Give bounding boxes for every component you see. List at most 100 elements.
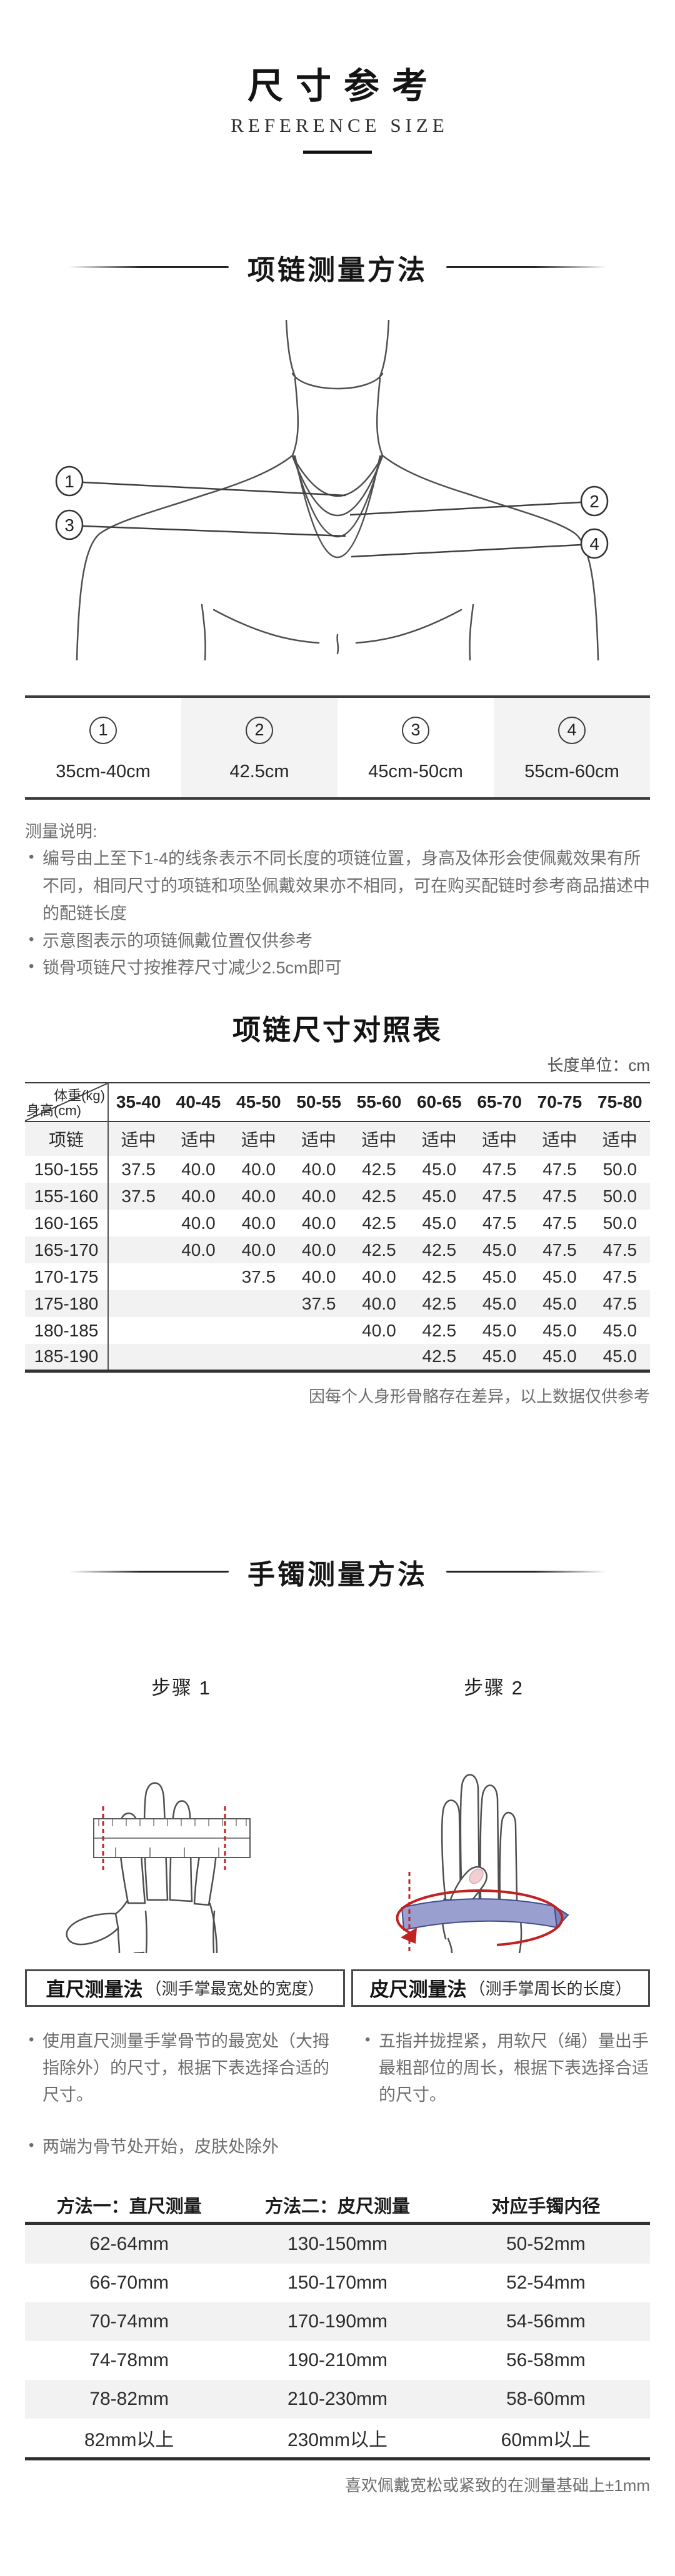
chart-weight-col: 60-65 <box>416 1092 462 1112</box>
chart-value-cell: 40.0 <box>241 1186 276 1206</box>
note-item: 使用直尺测量手掌骨节的最宽处（大拇指除外）的尺寸，根据下表选择合适的尺寸。 <box>25 2028 331 2109</box>
chart-weight-col: 45-50 <box>236 1092 281 1112</box>
chart-fit-cell: 适中 <box>301 1130 337 1150</box>
chart-value-cell: 45.0 <box>482 1320 517 1340</box>
svg-text:2: 2 <box>589 492 599 511</box>
chart-value-cell: 47.5 <box>542 1213 577 1233</box>
chart-weight-col: 75-80 <box>598 1092 642 1112</box>
bracelet-cell: 170-190mm <box>287 2311 388 2332</box>
note-item: 五指并拢捏紧，用软尺（绳）量出手最粗部位的周长，根据下表选择合适的尺寸。 <box>361 2028 650 2109</box>
bracelet-cell: 82mm以上 <box>84 2430 174 2451</box>
chart-height-cell: 160-165 <box>25 1210 109 1237</box>
chart-weight-col: 40-45 <box>176 1092 221 1112</box>
size-chart-title: 项链尺寸对照表 <box>232 1014 442 1047</box>
bracelet-header-cell: 方法一：直尺测量 <box>56 2197 202 2217</box>
bracelet-row: 66-70mm 150-170mm 52-54mm <box>25 2264 650 2302</box>
measure-notes: 测量说明: 编号由上至下1-4的线条表示不同长度的项链位置，身高及体形会使佩戴效… <box>25 818 650 982</box>
chart-value-cell: 45.0 <box>482 1346 517 1366</box>
bracelet-cell: 62-64mm <box>89 2234 169 2255</box>
chart-value-cell: 45.0 <box>542 1346 577 1366</box>
chart-value-cell: 42.5 <box>422 1320 457 1340</box>
note-text: 锁骨项链尺寸按推荐尺寸减少2.5cm即可 <box>42 958 342 978</box>
heading-line-right <box>446 1571 606 1573</box>
tape-band-icon <box>401 1897 569 1931</box>
position-cell-2: 2 <box>181 696 338 749</box>
step-1-label: 步骤 1 <box>151 1676 211 1699</box>
chart-fit-label: 项链 <box>25 1121 109 1156</box>
chart-value-cell: 47.5 <box>542 1186 577 1206</box>
position-cell-4: 4 <box>494 696 650 749</box>
chart-value-cell <box>108 1344 168 1371</box>
chart-value-cell: 50.0 <box>602 1159 638 1179</box>
chart-fit-cell: 适中 <box>181 1130 216 1150</box>
chart-value-cell: 42.5 <box>422 1266 457 1286</box>
chart-height-cell: 155-160 <box>25 1183 109 1210</box>
position-size-3: 45cm-50cm <box>368 761 463 782</box>
chart-value-cell <box>168 1263 228 1290</box>
circled-1-icon: 1 <box>89 716 117 744</box>
chart-value-cell: 45.0 <box>542 1266 577 1286</box>
position-size-1: 35cm-40cm <box>56 761 151 782</box>
note-item: 示意图表示的项链佩戴位置仅供参考 <box>25 928 650 955</box>
bracelet-steps-row: 步骤 1 步骤 2 <box>25 1672 650 1700</box>
page-subtitle: REFERENCE SIZE <box>231 114 449 136</box>
chart-weight-col: 70-75 <box>537 1092 582 1112</box>
chart-value-cell: 40.0 <box>301 1240 336 1260</box>
tape-method-name: 皮尺测量法 <box>369 1979 467 2001</box>
heading-line-left <box>69 1571 229 1573</box>
chart-weight-col: 55-60 <box>356 1092 402 1112</box>
necklace-section-title: 项链测量方法 <box>248 254 428 286</box>
chart-value-cell: 37.5 <box>121 1159 156 1179</box>
chart-value-cell: 42.5 <box>362 1186 396 1206</box>
chart-value-cell: 37.5 <box>241 1266 276 1286</box>
chart-value-cell <box>229 1344 289 1371</box>
chart-weight-col: 50-55 <box>296 1092 341 1112</box>
chart-value-cell: 45.0 <box>482 1240 517 1260</box>
thumb-nail <box>469 1868 484 1884</box>
circled-4-icon: 4 <box>558 716 586 744</box>
chart-value-cell <box>168 1290 228 1317</box>
chart-row: 165-170 40.0 40.0 40.0 42.5 42.5 45.0 47.5 47.5 <box>25 1236 650 1264</box>
bracelet-row: 62-64mm 130-150mm 50-52mm <box>25 2223 650 2264</box>
bracelet-cell: 150-170mm <box>287 2272 388 2294</box>
hand-ruler-illustration <box>66 1782 251 1953</box>
chart-value-cell: 40.0 <box>301 1159 336 1179</box>
chart-value-cell: 47.5 <box>482 1213 517 1233</box>
note-text: 编号由上至下1-4的线条表示不同长度的项链位置，身高及体形会使佩戴效果有所不同，… <box>42 849 650 923</box>
chart-value-cell: 40.0 <box>301 1266 336 1286</box>
chart-value-cell: 40.0 <box>301 1186 336 1206</box>
chart-value-cell: 40.0 <box>241 1159 276 1179</box>
chart-weight-col: 65-70 <box>477 1092 522 1112</box>
chart-value-cell: 45.0 <box>542 1320 577 1340</box>
bracelet-header-cell: 方法二：皮尺测量 <box>264 2197 410 2217</box>
note-text: 示意图表示的项链佩戴位置仅供参考 <box>42 931 312 950</box>
position-size-4: 55cm-60cm <box>494 748 650 798</box>
chart-value-cell: 40.0 <box>241 1240 276 1260</box>
chart-value-cell: 40.0 <box>181 1186 216 1206</box>
bracelet-cell: 190-210mm <box>287 2350 388 2371</box>
chart-value-cell <box>168 1317 228 1344</box>
chart-fit-cell: 适中 <box>121 1130 156 1150</box>
chart-value-cell: 47.5 <box>542 1159 577 1179</box>
bracelet-cell: 78-82mm <box>89 2389 169 2410</box>
chart-footnote: 因每个人身形骨骼存在差异，以上数据仅供参考 <box>308 1386 650 1406</box>
chart-value-cell <box>108 1236 168 1263</box>
bracelet-cell: 60mm以上 <box>501 2430 591 2451</box>
chart-corner-cell: 体重(kg) 身高(cm) <box>25 1083 109 1122</box>
chart-fit-cell: 适中 <box>542 1130 578 1150</box>
chart-body: 项链 适中 适中 适中 适中 适中 适中 适中 适中 适中 150-155 37.5 40.0 40.… <box>25 1121 650 1371</box>
page-title: 尺寸参考 <box>248 67 440 106</box>
notes-title: 测量说明: <box>25 822 98 841</box>
chart-value-cell: 50.0 <box>602 1186 638 1206</box>
chart-value-cell: 40.0 <box>181 1213 216 1233</box>
chart-value-cell <box>229 1290 289 1317</box>
chart-value-cell: 47.5 <box>482 1159 517 1179</box>
position-cell-1: 1 <box>25 697 181 749</box>
chart-fit-cell: 适中 <box>241 1130 276 1150</box>
chart-value-cell <box>108 1290 168 1317</box>
chart-value-cell: 45.0 <box>542 1293 577 1313</box>
unit-label: 长度单位：cm <box>547 1056 650 1075</box>
bracelet-size-table: 方法一：直尺测量 方法二：皮尺测量 对应手镯内径 62-64mm 130-150mm 5… <box>25 2188 650 2461</box>
method-notes: 使用直尺测量手掌骨节的最宽处（大拇指除外）的尺寸，根据下表选择合适的尺寸。 两端… <box>25 2028 650 2161</box>
chart-value-cell <box>289 1317 349 1344</box>
